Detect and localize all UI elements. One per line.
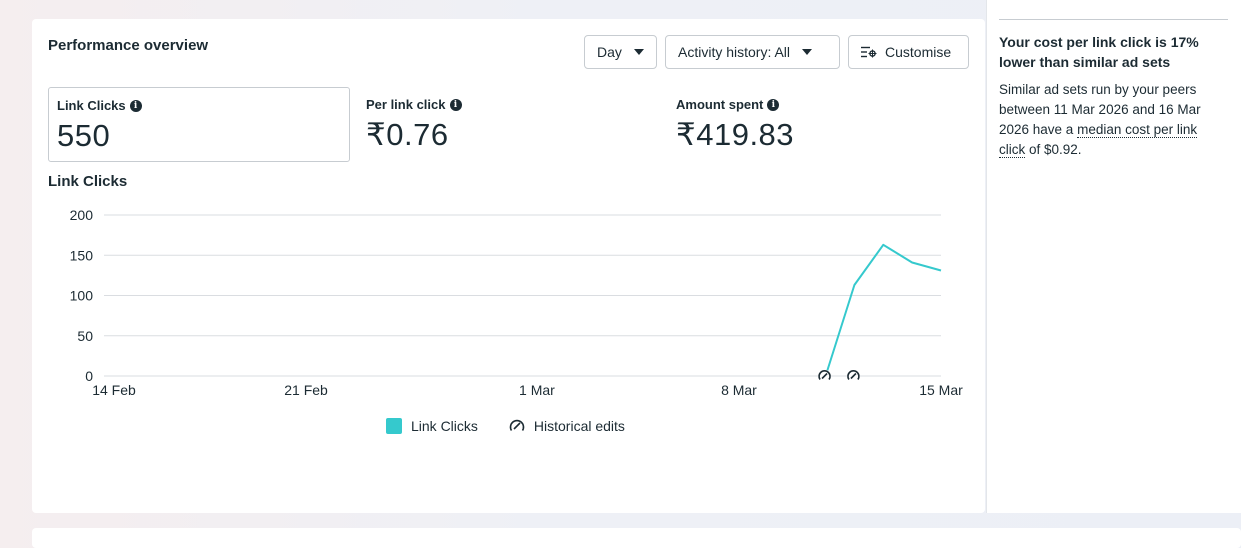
insight-panel: Your cost per link click is 17% lower th… bbox=[986, 0, 1241, 513]
activity-history-dropdown[interactable]: Activity history: All bbox=[665, 35, 840, 69]
customise-button[interactable]: Customise bbox=[848, 35, 969, 69]
historical-edit-marker[interactable] bbox=[818, 370, 831, 383]
metric-link-clicks[interactable]: Link Clicks i 550 bbox=[48, 87, 350, 162]
legend-series-label: Link Clicks bbox=[411, 418, 478, 434]
x-tick-label: 14 Feb bbox=[92, 382, 136, 398]
info-icon[interactable]: i bbox=[130, 100, 142, 112]
info-icon[interactable]: i bbox=[767, 99, 779, 111]
insight-title: Your cost per link click is 17% lower th… bbox=[999, 32, 1224, 72]
legend-edits-label: Historical edits bbox=[534, 418, 625, 434]
insight-text-after: of $0.92. bbox=[1025, 142, 1081, 157]
card-title: Performance overview bbox=[48, 37, 208, 54]
metric-value: 550 bbox=[57, 118, 110, 154]
customise-icon bbox=[861, 46, 877, 58]
x-tick-label: 8 Mar bbox=[721, 382, 757, 398]
day-dropdown[interactable]: Day bbox=[584, 35, 657, 69]
historical-edit-marker[interactable] bbox=[847, 370, 860, 383]
x-tick-label: 15 Mar bbox=[919, 382, 963, 398]
legend-swatch bbox=[386, 418, 402, 434]
y-tick-label: 100 bbox=[70, 288, 94, 304]
next-card bbox=[32, 528, 1241, 548]
series-line bbox=[826, 245, 941, 376]
metric-label: Link Clicks bbox=[57, 98, 126, 113]
x-tick-label: 1 Mar bbox=[519, 382, 555, 398]
activity-history-label: Activity history: All bbox=[678, 44, 790, 60]
caret-down-icon bbox=[634, 49, 644, 55]
info-icon[interactable]: i bbox=[450, 99, 462, 111]
legend: Link Clicks Historical edits bbox=[386, 417, 625, 435]
chart-title: Link Clicks bbox=[48, 173, 127, 190]
y-tick-label: 200 bbox=[70, 207, 94, 223]
metric-value: ₹0.76 bbox=[366, 117, 449, 153]
metric-per-link-click[interactable]: Per link click i ₹0.76 bbox=[358, 87, 658, 162]
metric-label: Amount spent bbox=[676, 97, 763, 112]
metric-amount-spent[interactable]: Amount spent i ₹419.83 bbox=[668, 87, 968, 162]
metric-value: ₹419.83 bbox=[676, 117, 794, 153]
caret-down-icon bbox=[802, 49, 812, 55]
historical-edit-icon bbox=[508, 417, 526, 435]
insight-text: Similar ad sets run by your peers betwee… bbox=[999, 80, 1227, 160]
divider bbox=[999, 19, 1228, 20]
metric-label: Per link click bbox=[366, 97, 446, 112]
y-tick-label: 50 bbox=[77, 328, 93, 344]
y-tick-label: 150 bbox=[70, 247, 94, 263]
customise-label: Customise bbox=[885, 44, 951, 60]
performance-overview-card: Performance overview Day Activity histor… bbox=[32, 19, 985, 513]
x-tick-label: 21 Feb bbox=[284, 382, 328, 398]
day-dropdown-label: Day bbox=[597, 44, 622, 60]
